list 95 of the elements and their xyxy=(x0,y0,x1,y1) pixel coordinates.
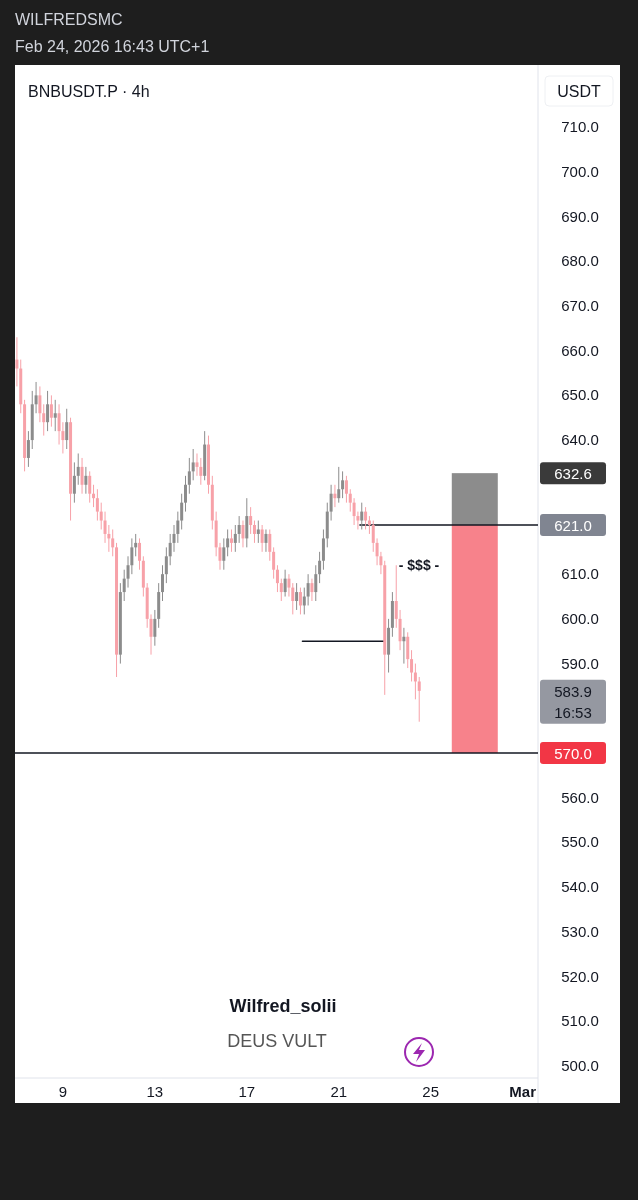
candlestick xyxy=(295,582,299,611)
candlestick xyxy=(260,524,264,553)
candlestick xyxy=(76,452,80,486)
candlestick xyxy=(95,488,99,522)
y-tick-label: 640.0 xyxy=(561,431,599,449)
y-tick-label: 510.0 xyxy=(561,1012,599,1030)
candlestick xyxy=(272,546,276,580)
candlestick xyxy=(245,497,249,548)
candlestick xyxy=(80,457,84,495)
candlestick xyxy=(279,578,283,602)
annotation: Wilfred_solii xyxy=(229,996,337,1016)
y-tick-label: 520.0 xyxy=(561,967,599,985)
y-tick-label: 610.0 xyxy=(561,565,599,583)
candlestick xyxy=(195,452,199,477)
candlestick xyxy=(226,528,230,557)
y-tick-label: 540.0 xyxy=(561,878,599,896)
candlestick xyxy=(337,466,341,504)
text: BNBUSDT.P · 4h xyxy=(28,83,150,100)
candlestick xyxy=(406,631,410,669)
candlestick xyxy=(26,430,30,468)
candlestick xyxy=(241,520,245,548)
candlestick xyxy=(402,627,406,665)
y-tick-label: 650.0 xyxy=(561,386,599,404)
candlestick xyxy=(46,390,50,432)
candlestick xyxy=(88,470,92,504)
candlestick xyxy=(252,520,256,544)
text: 16:53 xyxy=(554,703,592,721)
x-tick-label: 17 xyxy=(238,1083,256,1100)
candlestick xyxy=(333,484,337,508)
candlestick xyxy=(191,448,195,481)
y-tick-label: 660.0 xyxy=(561,341,599,359)
candlestick xyxy=(161,564,165,602)
candlestick xyxy=(249,506,253,535)
candlestick xyxy=(268,528,272,562)
annotation: - $$$ - xyxy=(398,557,440,573)
text: 621.0 xyxy=(554,517,592,535)
x-tick-label: 9 xyxy=(58,1083,68,1100)
y-tick-label: 590.0 xyxy=(561,654,599,672)
candlestick xyxy=(321,528,325,571)
y-tick-label: 500.0 xyxy=(561,1056,599,1074)
candlestick xyxy=(38,385,42,423)
x-tick-label: 13 xyxy=(146,1083,164,1100)
candlestick xyxy=(53,399,57,432)
candlestick xyxy=(298,587,302,615)
candlestick xyxy=(314,564,318,602)
candlestick xyxy=(344,475,348,504)
candlestick xyxy=(306,573,310,606)
candlestick xyxy=(184,475,187,513)
candlestick xyxy=(364,506,368,530)
candlestick xyxy=(417,676,421,723)
candlestick xyxy=(264,528,268,553)
annotation: DEUS VULT xyxy=(227,1031,327,1051)
candlestick xyxy=(153,609,157,647)
ref-line-label: 570.0 xyxy=(554,745,592,762)
candlestick xyxy=(180,493,184,530)
candlestick xyxy=(410,649,414,682)
y-tick-label: 710.0 xyxy=(561,118,599,136)
candlestick xyxy=(318,551,322,584)
candlestick xyxy=(72,461,76,504)
candlestick xyxy=(187,457,191,495)
candlestick xyxy=(287,573,291,598)
text: 583.9 xyxy=(554,682,592,700)
y-tick-label: 530.0 xyxy=(561,922,599,940)
y-tick-label: 700.0 xyxy=(561,162,599,180)
candlestick xyxy=(222,537,226,571)
candlestick xyxy=(229,528,233,553)
y-tick-label: 550.0 xyxy=(561,833,599,851)
text: Feb 24, 2026 16:43 UTC+1 xyxy=(15,38,210,55)
candlestick xyxy=(199,457,203,486)
candlestick xyxy=(111,528,115,557)
y-tick-label: 560.0 xyxy=(561,788,599,806)
candlestick xyxy=(360,502,364,530)
text: WILFREDSMC xyxy=(15,11,123,28)
candlestick xyxy=(65,408,69,450)
candlestick xyxy=(237,515,241,544)
x-tick-label: 25 xyxy=(422,1083,440,1100)
candlestick xyxy=(92,484,96,508)
x-tick-label: Mar xyxy=(509,1083,537,1100)
candlestick xyxy=(283,569,287,598)
y-tick-label: 670.0 xyxy=(561,296,599,314)
text: 632.6 xyxy=(554,465,592,483)
candlestick xyxy=(164,546,168,584)
y-tick-label: 600.0 xyxy=(561,609,599,627)
y-axis-title: USDT xyxy=(557,83,601,100)
candlestick xyxy=(275,564,279,593)
y-tick-label: 690.0 xyxy=(561,207,599,225)
candlestick xyxy=(341,470,345,499)
candlestick xyxy=(256,520,260,544)
candlestick xyxy=(84,466,88,495)
candlestick xyxy=(138,537,142,571)
x-tick-label: 21 xyxy=(330,1083,348,1100)
candlestick xyxy=(310,578,314,602)
candlestick xyxy=(49,394,53,428)
candlestick xyxy=(352,497,356,526)
y-tick-label: 680.0 xyxy=(561,252,599,270)
